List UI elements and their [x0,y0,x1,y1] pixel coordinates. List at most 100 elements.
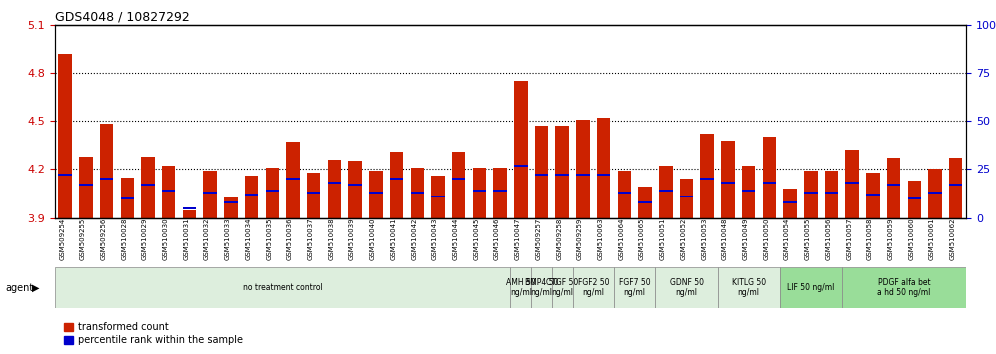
Bar [742,166,755,218]
Text: GSM510061: GSM510061 [929,218,935,260]
Bar [535,126,548,218]
Bar [100,178,114,180]
Bar [846,150,859,218]
Bar [842,267,966,308]
Bar [328,182,341,184]
Bar [224,197,238,218]
Bar [245,194,258,195]
Text: GSM510034: GSM510034 [246,218,252,260]
Bar [328,160,341,218]
Text: CTGF 50
ng/ml: CTGF 50 ng/ml [546,278,579,297]
Bar [638,201,651,203]
Text: GSM510032: GSM510032 [204,218,210,260]
Text: KITLG 50
ng/ml: KITLG 50 ng/ml [732,278,766,297]
Text: GSM510064: GSM510064 [619,218,624,260]
Bar [907,181,921,218]
Text: LIF 50 ng/ml: LIF 50 ng/ml [787,283,835,292]
Bar [556,126,569,218]
Text: GSM510046: GSM510046 [494,218,500,260]
Bar [597,174,611,176]
Bar [162,190,175,192]
Bar [514,165,528,167]
Bar [286,142,300,218]
Text: PDGF alfa bet
a hd 50 ng/ml: PDGF alfa bet a hd 50 ng/ml [877,278,930,297]
Text: GSM510056: GSM510056 [826,218,832,260]
Bar [370,192,382,194]
Bar [349,184,362,186]
Text: GSM510042: GSM510042 [411,218,417,260]
Text: GSM510043: GSM510043 [432,218,438,260]
Bar [121,198,134,199]
Bar [700,178,714,180]
Bar [162,166,175,218]
Bar [680,179,693,218]
Bar [55,267,511,308]
Text: ▶: ▶ [32,282,40,293]
Bar [721,182,735,184]
Bar [493,190,507,192]
Text: GSM510040: GSM510040 [370,218,375,260]
Bar [410,168,424,218]
Bar [717,267,780,308]
Bar [431,176,444,218]
Bar [886,158,900,218]
Text: BMP4 50
ng/ml: BMP4 50 ng/ml [525,278,558,297]
Bar [389,178,403,180]
Text: GSM509257: GSM509257 [536,218,542,260]
Text: GSM510054: GSM510054 [784,218,790,260]
Bar [473,190,486,192]
Text: GSM509259: GSM509259 [577,218,583,260]
Bar [763,137,776,218]
Bar [949,184,962,186]
Bar [452,178,465,180]
Bar [531,267,552,308]
Bar [307,192,321,194]
Bar [121,177,134,218]
Bar [410,192,424,194]
Text: GDNF 50
ng/ml: GDNF 50 ng/ml [669,278,703,297]
Bar [203,192,217,194]
Bar [266,168,279,218]
Bar [846,182,859,184]
Text: GSM510050: GSM510050 [763,218,769,260]
Text: GSM510044: GSM510044 [452,218,459,260]
Text: GSM510030: GSM510030 [162,218,168,260]
Bar [286,178,300,180]
Bar [511,267,531,308]
Bar [763,182,776,184]
Bar [224,201,238,203]
Text: GSM509254: GSM509254 [59,218,65,260]
Bar [266,190,279,192]
Bar [573,267,614,308]
Text: GSM510031: GSM510031 [183,218,189,260]
Bar [618,192,631,194]
Bar [203,171,217,218]
Text: GSM510045: GSM510045 [473,218,479,260]
Bar [783,201,797,203]
Bar [79,184,93,186]
Bar [949,158,962,218]
Bar [721,141,735,218]
Text: GSM509255: GSM509255 [80,218,86,260]
Text: GSM510037: GSM510037 [308,218,314,260]
Text: GSM509256: GSM509256 [101,218,107,260]
Text: GSM510052: GSM510052 [680,218,686,260]
Text: GSM510047: GSM510047 [515,218,521,260]
Text: GSM510041: GSM510041 [390,218,396,260]
Bar [742,190,755,192]
Bar [473,168,486,218]
Text: GSM510053: GSM510053 [701,218,707,260]
Text: GSM510029: GSM510029 [142,218,148,260]
Bar [349,161,362,218]
Text: GSM510036: GSM510036 [287,218,293,260]
Bar [556,174,569,176]
Bar [659,166,672,218]
Bar [141,184,154,186]
Text: GSM510059: GSM510059 [887,218,893,260]
Text: FGF2 50
ng/ml: FGF2 50 ng/ml [578,278,609,297]
Bar [659,190,672,192]
Bar [680,195,693,198]
Bar [431,195,444,198]
Bar [928,170,942,218]
Bar [638,187,651,218]
